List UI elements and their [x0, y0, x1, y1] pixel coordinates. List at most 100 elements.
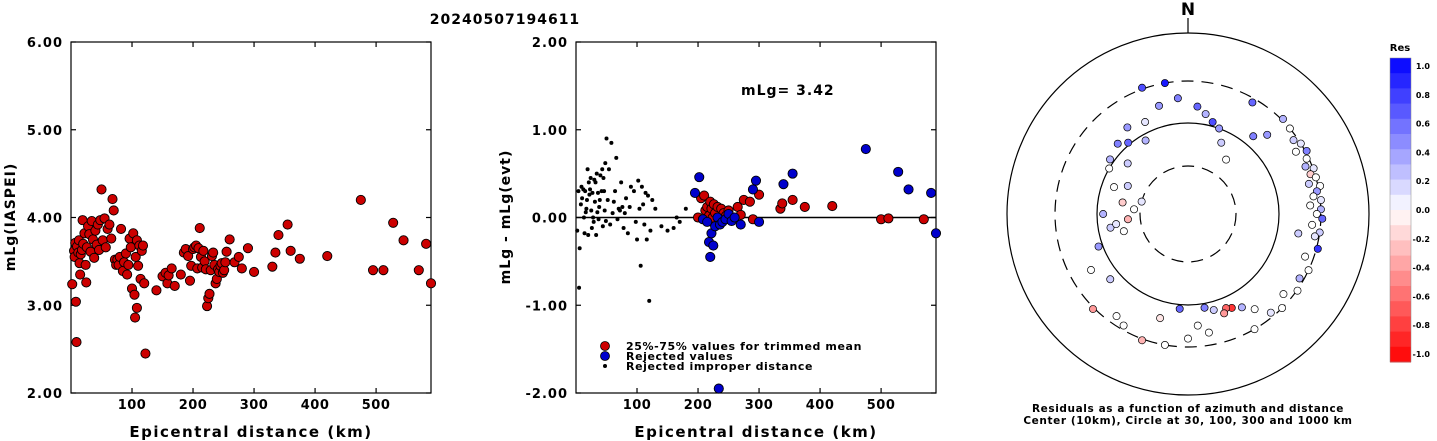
colorbar-cell	[1390, 316, 1411, 333]
map-station-point	[1249, 132, 1258, 141]
colorbar-frame	[1389, 57, 1412, 363]
left-point	[130, 312, 141, 323]
middle-point-improper	[650, 197, 655, 202]
map-station-point	[1141, 118, 1150, 126]
middle-point	[860, 144, 871, 155]
map-station-point	[1312, 210, 1321, 218]
middle-point-improper	[588, 176, 593, 181]
middle-point-improper	[591, 215, 596, 220]
left-point	[388, 217, 399, 228]
middle-point-improper	[641, 202, 646, 207]
left-point	[75, 269, 86, 280]
map-caption-line2: Center (10km), Circle at 30, 100, 300 an…	[1023, 415, 1352, 427]
legend-label-rejected: Rejected values	[626, 350, 733, 363]
map-station-point	[1302, 154, 1311, 163]
left-point	[294, 253, 305, 264]
middle-point	[694, 172, 705, 183]
middle-point	[729, 212, 740, 223]
middle-point-improper	[591, 219, 596, 224]
map-station-point	[1237, 303, 1246, 312]
middle-point-improper	[585, 167, 590, 172]
middle-point	[754, 216, 765, 227]
middle-point-improper	[581, 215, 586, 220]
middle-point-improper	[594, 233, 599, 238]
map-station-point	[1313, 244, 1322, 253]
colorbar-tick-label: 0.0	[1416, 206, 1431, 215]
middle-point-improper	[608, 222, 613, 227]
middle-point-improper	[577, 285, 582, 290]
left-point	[285, 245, 296, 256]
ring-30km	[1139, 165, 1237, 263]
colorbar-gradient	[1389, 57, 1412, 363]
middle-point-improper	[604, 136, 609, 141]
left-point	[137, 240, 149, 251]
middle-point	[787, 194, 798, 205]
colorbar-cell	[1390, 73, 1411, 89]
map-station-point	[1094, 242, 1103, 251]
middle-point	[787, 168, 798, 179]
map-station-point	[1112, 312, 1121, 321]
middle-point-improper	[596, 217, 601, 222]
map-station-point	[1294, 229, 1303, 238]
middle-point-improper	[671, 226, 676, 231]
map-station-point	[1138, 83, 1146, 92]
middle-point-improper	[576, 189, 581, 194]
colorbar-cell	[1390, 164, 1411, 181]
middle-legend: 25%-75% values for trimmed mean Rejected…	[600, 340, 861, 373]
left-point	[151, 285, 162, 296]
map-station-point	[1279, 115, 1287, 123]
colorbar-cell	[1390, 179, 1411, 196]
left-point	[106, 233, 117, 244]
middle-point-improper	[602, 189, 607, 194]
middle-point-improper	[644, 237, 649, 242]
left-point	[242, 243, 253, 254]
middle-point-improper	[584, 197, 589, 202]
left-y-tick-label: 2.00	[27, 387, 63, 402]
map-station-point	[1137, 197, 1146, 206]
left-point	[133, 260, 144, 271]
colorbar-tick-label: -0.2	[1413, 235, 1431, 244]
map-station-point	[1263, 130, 1272, 139]
left-point	[378, 265, 389, 276]
left-point	[270, 247, 281, 258]
left-x-tick-label: 300	[240, 398, 269, 413]
middle-point	[930, 228, 942, 239]
middle-point	[750, 175, 762, 186]
map-station-point	[1266, 308, 1275, 317]
middle-y-tick-label: -1.00	[526, 299, 568, 314]
colorbar-tick-labels: 1.0 0.8 0.6 0.4 0.2 0.0 -0.2 -0.4 -0.6 -0.8 -1.0	[1413, 62, 1431, 359]
middle-point-improper	[635, 237, 640, 242]
map-station-point	[1204, 328, 1213, 337]
middle-point	[827, 201, 838, 212]
middle-point	[926, 187, 937, 198]
middle-point	[918, 214, 929, 225]
map-station-point	[1310, 232, 1319, 241]
middle-point-improper	[590, 190, 595, 195]
middle-x-tick-label: 400	[806, 398, 835, 413]
left-point	[355, 194, 366, 205]
map-station-point	[1123, 159, 1132, 168]
map-station-point	[1296, 139, 1305, 148]
middle-point-improper	[606, 167, 611, 172]
left-point	[282, 219, 293, 230]
middle-point-improper	[600, 167, 605, 172]
left-point	[67, 279, 78, 290]
map-station-point	[1248, 98, 1257, 107]
left-point	[123, 259, 134, 270]
colorbar-cell	[1390, 286, 1411, 302]
left-point	[220, 257, 231, 268]
middle-y-tick-label: 2.00	[532, 36, 568, 51]
middle-point-improper	[653, 206, 658, 211]
middle-y-axis-label: mLg - mLg(evt)	[498, 150, 514, 285]
middle-point-improper	[589, 208, 594, 213]
left-point	[421, 238, 432, 249]
middle-point-improper	[637, 206, 642, 211]
middle-point-improper	[595, 190, 600, 195]
middle-x-tick-label: 500	[867, 398, 896, 413]
map-station-point	[1200, 303, 1209, 312]
map-station-point	[1156, 314, 1165, 323]
left-point	[273, 229, 284, 241]
left-point	[221, 246, 232, 257]
map-station-point	[1215, 124, 1224, 133]
left-data-points	[67, 184, 437, 359]
